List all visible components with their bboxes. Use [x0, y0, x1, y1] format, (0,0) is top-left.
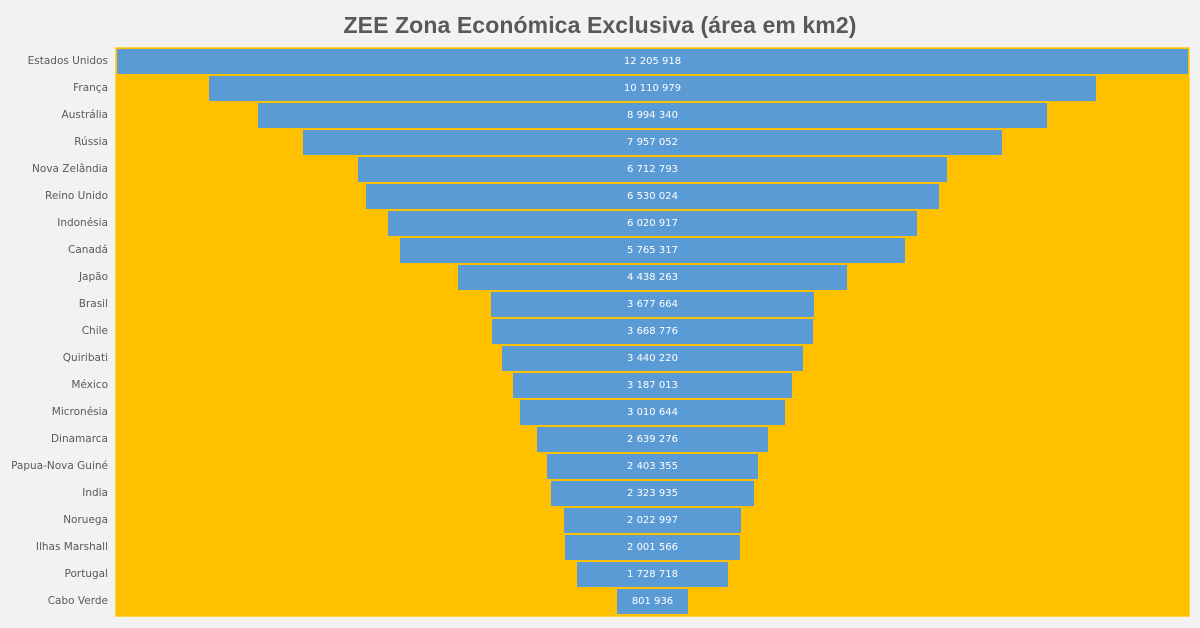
funnel-bar: 10 110 979: [208, 76, 1097, 101]
category-label: Japão: [78, 271, 108, 283]
funnel-bar: 2 323 935: [550, 481, 755, 506]
bar-value-label: 3 677 664: [627, 299, 678, 310]
category-label: México: [71, 379, 108, 391]
category-label: Portugal: [64, 568, 109, 580]
chart-title: ZEE Zona Económica Exclusiva (área em km…: [343, 12, 857, 38]
bar-value-label: 4 438 263: [627, 272, 678, 283]
bar-value-label: 2 639 276: [627, 434, 678, 445]
funnel-bar: 6 020 917: [388, 211, 917, 236]
funnel-bar: 2 403 355: [547, 454, 758, 479]
bar-value-label: 5 765 317: [627, 245, 678, 256]
funnel-bar: 3 440 220: [501, 346, 804, 371]
funnel-bar: 3 187 013: [512, 373, 793, 398]
funnel-bar: 801 936: [617, 589, 688, 614]
category-label: Reino Unido: [45, 190, 108, 202]
bar-value-label: 2 001 566: [627, 542, 678, 553]
category-label: Austrália: [61, 109, 108, 121]
category-label: Rússia: [74, 136, 108, 148]
funnel-bar: 3 677 664: [491, 292, 814, 317]
bar-value-label: 1 728 718: [627, 569, 678, 580]
category-label: Indonésia: [57, 217, 108, 229]
category-label: Brasil: [78, 298, 108, 310]
category-label: França: [73, 82, 108, 94]
funnel-bar: 8 994 340: [257, 103, 1048, 128]
category-label: Papua-Nova Guiné: [11, 460, 108, 472]
category-label: Chile: [81, 325, 108, 337]
bar-value-label: 3 668 776: [627, 326, 678, 337]
bar-value-label: 2 022 997: [627, 515, 678, 526]
category-label: Cabo Verde: [47, 595, 108, 607]
funnel-bar: 3 010 644: [520, 400, 785, 425]
category-label: Dinamarca: [50, 433, 108, 445]
category-label: India: [82, 487, 108, 499]
bar-value-label: 7 957 052: [627, 137, 678, 148]
bar-value-label: 2 323 935: [627, 488, 678, 499]
bar-value-label: 10 110 979: [623, 83, 682, 94]
funnel-bar: 4 438 263: [457, 265, 848, 290]
funnel-bar: 3 668 776: [491, 319, 814, 344]
bar-value-label: 3 010 644: [627, 407, 678, 418]
bar-value-label: 6 712 793: [627, 164, 678, 175]
bar-value-label: 2 403 355: [627, 461, 678, 472]
funnel-bar: 1 728 718: [576, 562, 729, 587]
category-label: Estados Unidos: [27, 55, 108, 67]
bar-value-label: 12 205 918: [623, 56, 682, 67]
bar-value-label: 3 187 013: [627, 380, 678, 391]
funnel-bar: 2 022 997: [563, 508, 742, 533]
funnel-bar: 7 957 052: [303, 130, 1002, 155]
funnel-bar: 12 205 918: [117, 49, 1188, 74]
funnel-bar: 6 712 793: [357, 157, 947, 182]
bar-value-label: 6 020 917: [627, 218, 678, 229]
category-label: Canadá: [68, 244, 108, 256]
funnel-bar: 2 639 276: [536, 427, 769, 452]
bar-value-label: 801 936: [631, 596, 674, 607]
category-label: Ilhas Marshall: [35, 541, 108, 553]
category-label: Noruega: [63, 514, 108, 526]
bar-value-label: 3 440 220: [627, 353, 678, 364]
funnel-bar: 6 530 024: [366, 184, 939, 209]
bar-value-label: 6 530 024: [627, 191, 678, 202]
category-label: Micronésia: [51, 406, 108, 418]
category-label: Nova Zelândia: [32, 163, 108, 175]
category-label: Quiribati: [62, 352, 108, 364]
funnel-bar: 5 765 317: [399, 238, 906, 263]
bar-value-label: 8 994 340: [627, 110, 678, 121]
funnel-bar: 2 001 566: [564, 535, 741, 560]
